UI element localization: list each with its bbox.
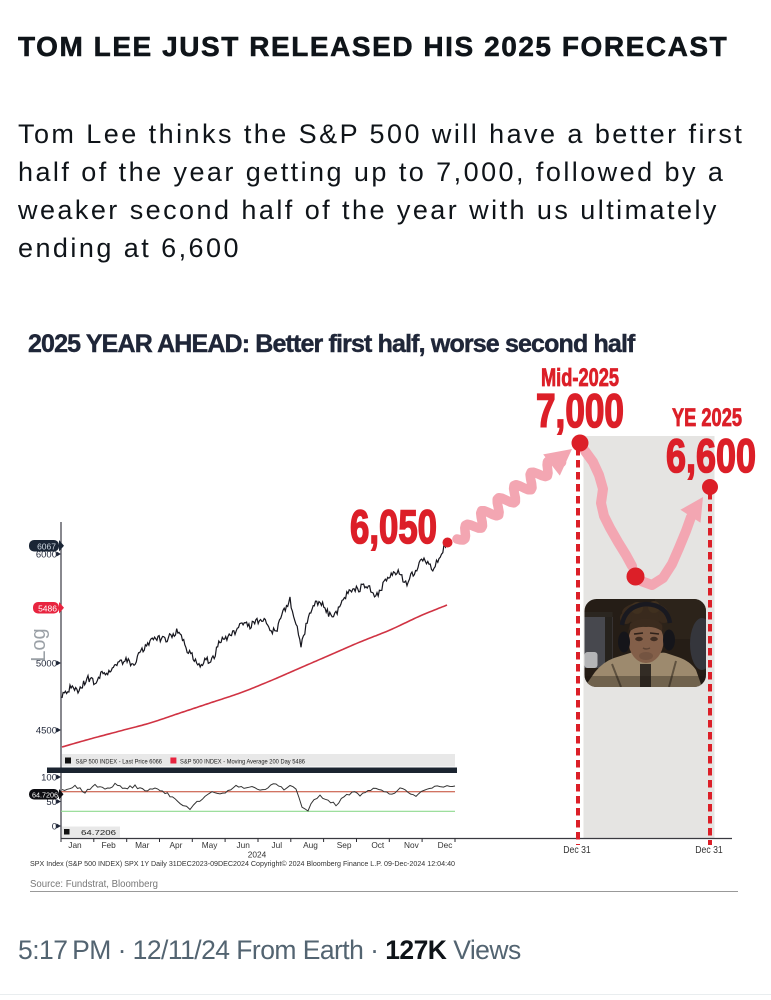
svg-text:Feb: Feb — [101, 840, 116, 850]
svg-text:Dec 31: Dec 31 — [695, 844, 723, 856]
svg-text:Aug: Aug — [303, 840, 318, 850]
svg-text:SPX Index (S&P 500 INDEX) SPX: SPX Index (S&P 500 INDEX) SPX 1Y Daily 3… — [30, 859, 455, 868]
svg-text:6,050: 6,050 — [350, 500, 437, 553]
svg-text:Jul: Jul — [271, 840, 282, 850]
svg-text:Mid-2025: Mid-2025 — [541, 364, 619, 392]
svg-text:6000: 6000 — [36, 550, 57, 561]
svg-text:Oct: Oct — [371, 840, 385, 850]
svg-text:Dec 31: Dec 31 — [563, 844, 591, 856]
svg-text:5000: 5000 — [36, 659, 57, 670]
svg-text:6,600: 6,600 — [666, 429, 756, 482]
svg-text:Jan: Jan — [68, 840, 82, 850]
svg-text:Mar: Mar — [135, 840, 150, 850]
svg-text:6067: 6067 — [37, 542, 56, 552]
svg-text:2024: 2024 — [248, 850, 267, 860]
svg-text:0: 0 — [52, 822, 57, 833]
svg-text:Jun: Jun — [237, 840, 251, 850]
svg-text:S&P 500 INDEX - Moving Average: S&P 500 INDEX - Moving Average 200 Day 5… — [180, 759, 305, 766]
svg-text:Sep: Sep — [337, 840, 352, 850]
svg-text:5486: 5486 — [38, 604, 57, 614]
svg-text:100: 100 — [41, 773, 57, 784]
svg-text:YE 2025: YE 2025 — [672, 404, 742, 432]
svg-text:Apr: Apr — [169, 840, 182, 850]
svg-text:7,000: 7,000 — [536, 384, 624, 437]
svg-text:Nov: Nov — [404, 840, 420, 850]
svg-text:Dec: Dec — [438, 840, 453, 850]
svg-text:May: May — [202, 840, 219, 850]
svg-text:4500: 4500 — [36, 726, 57, 737]
svg-text:S&P 500 INDEX - Last Price 606: S&P 500 INDEX - Last Price 6066 — [76, 759, 163, 766]
svg-text:2025 YEAR AHEAD: Better first: 2025 YEAR AHEAD: Better first half, wors… — [28, 330, 636, 358]
svg-text:64.7206: 64.7206 — [81, 828, 116, 837]
svg-text:Source: Fundstrat, Bloomberg: Source: Fundstrat, Bloomberg — [30, 878, 158, 890]
svg-text:64.7206: 64.7206 — [32, 791, 58, 800]
svg-text:50: 50 — [46, 797, 57, 808]
svg-text:Log: Log — [28, 628, 50, 661]
